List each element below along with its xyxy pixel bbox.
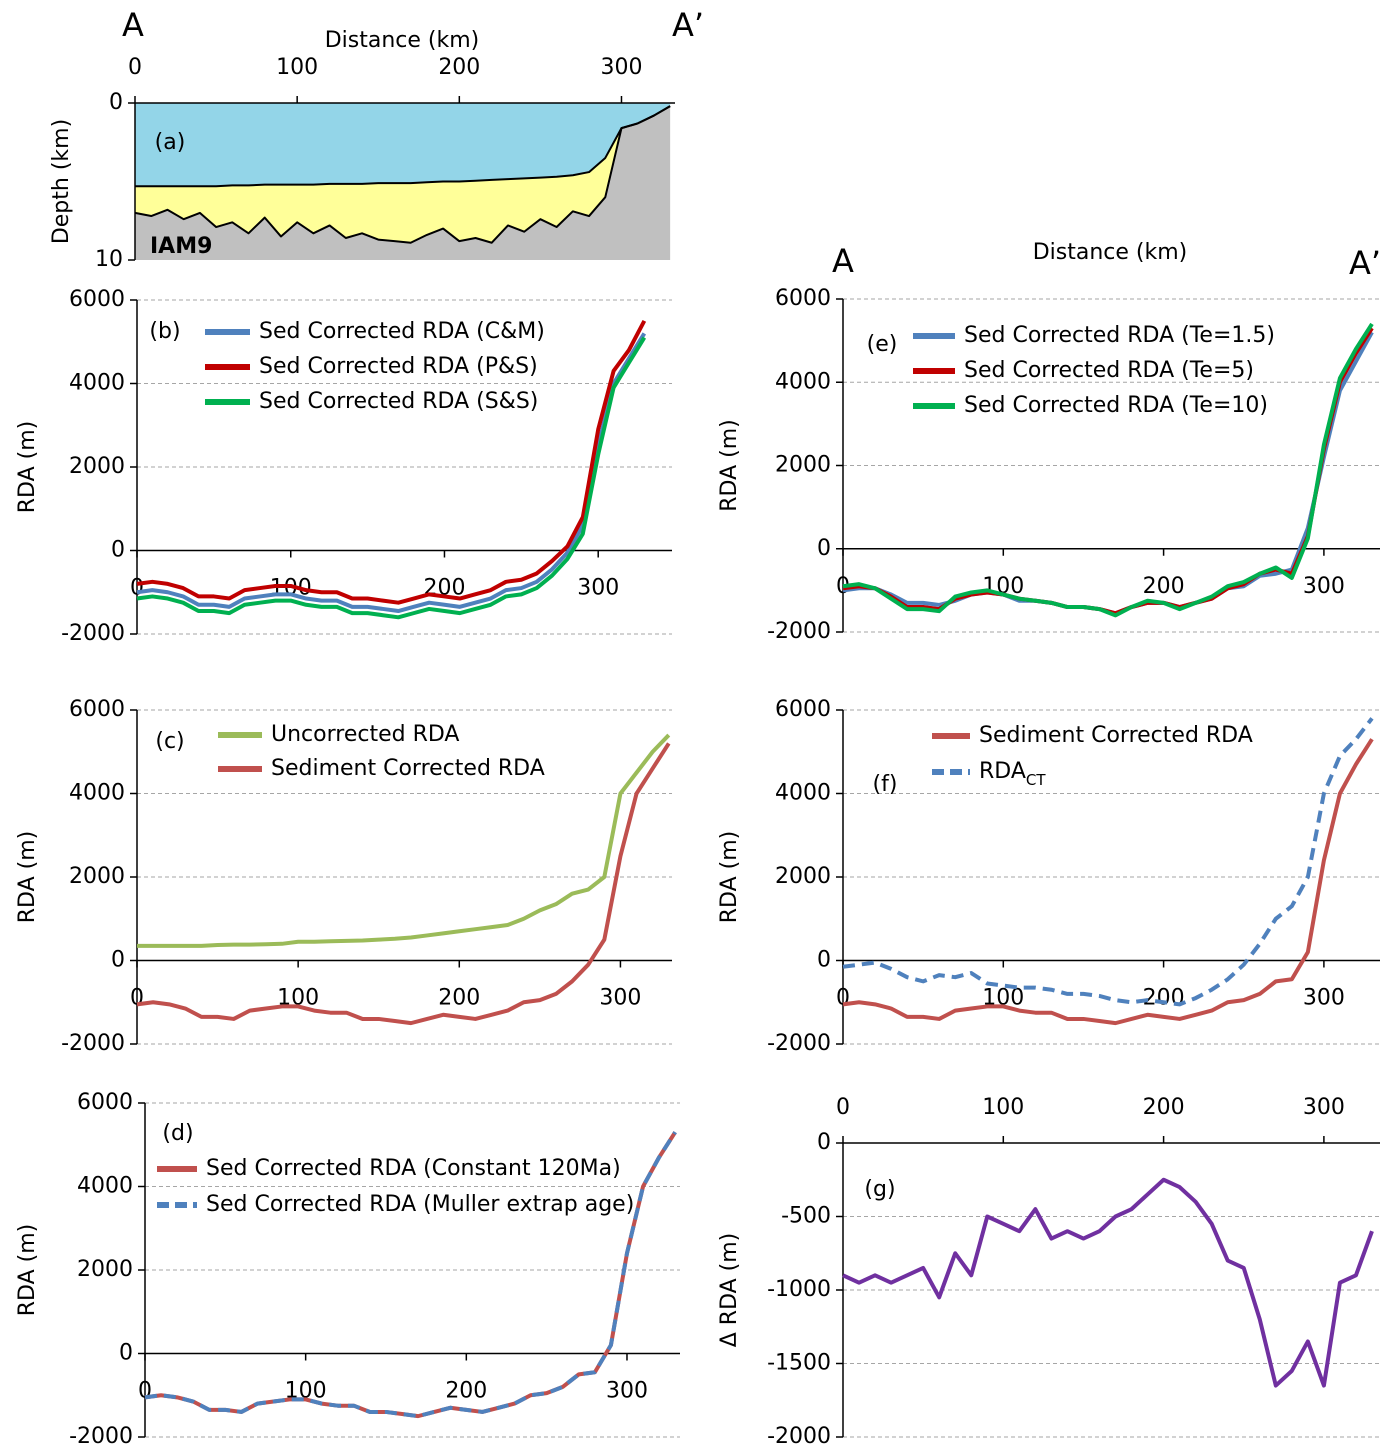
section-start: A [832,242,854,280]
legend-label: Sed Corrected RDA (Constant 120Ma) [206,1156,621,1181]
y-tick-label: 0 [109,90,123,115]
y-axis-title: Depth (km) [49,119,74,244]
legend-label: Sediment Corrected RDA [979,723,1253,748]
y-axis-title: RDA (m) [15,421,40,513]
y-tick-label: -500 [781,1204,831,1229]
series-line [137,743,669,1023]
y-tick-label: 0 [119,1341,133,1366]
y-tick-label: 4000 [775,781,831,806]
y-tick-label: 4000 [77,1174,133,1199]
y-axis-title: RDA (m) [15,831,40,923]
panel-label: (b) [149,319,180,344]
legend-label: RDACT [979,759,1046,789]
y-tick-label: -2000 [61,1031,125,1056]
panel-label: (a) [155,130,186,155]
y-axis-title: RDA (m) [717,419,742,511]
y-tick-label: 6000 [69,287,125,312]
y-tick-label: 0 [817,1130,831,1155]
panel: -2000 -1500 -1000 -500 00 100 200 300 (g) Δ RDA (… [717,1095,1380,1449]
x-tick-label: 300 [1303,1095,1345,1120]
series-line [137,338,644,618]
x-axis-title: Distance (km) [1033,240,1188,265]
y-tick-label: 2000 [77,1257,133,1282]
y-tick-label: 6000 [77,1090,133,1115]
y-tick-label: -2000 [69,1424,133,1449]
y-tick-label: -2000 [61,621,125,646]
legend-label: Uncorrected RDA [271,722,459,747]
x-tick-label: 200 [1143,1095,1185,1120]
y-tick-label: 10 [95,247,123,272]
x-tick-label: 200 [1143,986,1185,1011]
figure: 0100100200300(a)Depth (km)Distance (km)A… [0,0,1391,1449]
profile-name: IAM9 [150,234,212,259]
x-tick-label: 300 [1303,574,1345,599]
panel-label: (d) [162,1121,193,1146]
y-tick-label: -2000 [767,1424,831,1449]
panel-label: (c) [155,729,184,754]
legend-label: Sed Corrected RDA (C&M) [259,319,545,344]
legend-label: Sed Corrected RDA (P&S) [259,354,538,379]
y-tick-label: 2000 [775,864,831,889]
section-end: A’ [672,6,704,44]
x-tick-label: 200 [445,1379,487,1404]
x-tick-label: 100 [276,55,318,80]
x-tick-label: 0 [128,55,142,80]
legend-label: Sed Corrected RDA (S&S) [259,389,538,414]
x-tick-label: 300 [1303,986,1345,1011]
y-axis-title: RDA (m) [717,831,742,923]
y-tick-label: -2000 [767,619,831,644]
y-tick-label: 0 [817,536,831,561]
panel-label: (f) [873,772,898,797]
x-tick-label: 0 [138,1379,152,1404]
y-tick-label: 6000 [775,286,831,311]
y-tick-label: 2000 [69,454,125,479]
y-tick-label: 6000 [69,697,125,722]
x-tick-label: 200 [438,55,480,80]
y-tick-label: 4000 [775,369,831,394]
y-axis-title: Δ RDA (m) [717,1233,742,1348]
y-tick-label: 0 [111,948,125,973]
x-tick-label: 200 [438,986,480,1011]
legend-label: Sed Corrected RDA (Te=5) [964,358,1254,383]
y-tick-label: 6000 [775,697,831,722]
legend-label: Sed Corrected RDA (Te=10) [964,393,1268,418]
y-tick-label: 0 [817,948,831,973]
section-end: A’ [1349,244,1381,282]
panel-label: (e) [867,332,898,357]
legend-label: Sed Corrected RDA (Te=1.5) [964,323,1275,348]
legend-subscript: CT [1026,771,1046,789]
y-tick-label: 4000 [69,371,125,396]
x-tick-label: 200 [1143,574,1185,599]
y-tick-label: 4000 [69,781,125,806]
x-tick-label: 0 [130,986,144,1011]
x-tick-label: 300 [600,55,642,80]
x-tick-label: 0 [836,1095,850,1120]
legend-label: Sed Corrected RDA (Muller extrap age) [206,1192,634,1217]
y-tick-label: 0 [111,538,125,563]
y-tick-label: 2000 [775,453,831,478]
legend-label: Sediment Corrected RDA [271,756,545,781]
x-tick-label: 300 [577,576,619,601]
y-tick-label: -1000 [767,1277,831,1302]
y-axis-title: RDA (m) [15,1224,40,1316]
panel-label: (g) [864,1177,895,1202]
x-tick-label: 300 [606,1379,648,1404]
y-tick-label: 2000 [69,864,125,889]
y-tick-label: -1500 [767,1351,831,1376]
series-line [843,1180,1372,1386]
section-start: A [122,6,144,44]
x-tick-label: 0 [836,986,850,1011]
x-tick-label: 100 [982,1095,1024,1120]
x-tick-label: 300 [599,986,641,1011]
y-tick-label: -2000 [767,1031,831,1056]
x-axis-title: Distance (km) [325,28,480,53]
series-line [843,718,1372,1004]
